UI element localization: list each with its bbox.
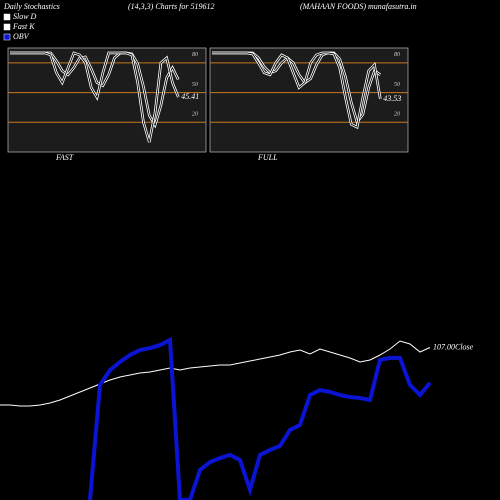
legend-swatch	[3, 23, 11, 31]
y-tick-label: 80	[394, 52, 400, 58]
legend-label: Fast K	[12, 22, 35, 31]
line-core	[212, 52, 381, 128]
close-line	[0, 340, 431, 407]
y-tick-label: 80	[192, 52, 198, 58]
value-label: 43.53	[383, 94, 401, 103]
legend-label: OBV	[13, 32, 30, 41]
chart-subtitle: (14,3,3) Charts for 519612	[128, 2, 214, 11]
obv-line	[88, 336, 432, 500]
panel	[209, 47, 409, 153]
legend-swatch	[3, 13, 11, 21]
legend-swatch	[3, 33, 11, 41]
panel	[7, 47, 207, 153]
y-tick-label: 50	[192, 82, 198, 88]
legend-label: Slow D	[13, 12, 37, 21]
value-label: 45.41	[181, 92, 199, 101]
panel-label: FULL	[257, 153, 278, 162]
y-tick-label: 20	[192, 112, 198, 118]
chart-title: Daily Stochastics	[3, 2, 60, 11]
line-core	[10, 52, 179, 143]
panel-label: FAST	[55, 153, 74, 162]
value-label: 107.00	[433, 342, 455, 351]
y-tick-label: 50	[394, 82, 400, 88]
chart-source: (MAHAAN FOODS) munafasutra.in	[300, 2, 417, 11]
series-label: Close	[455, 342, 474, 351]
y-tick-label: 20	[394, 112, 400, 118]
